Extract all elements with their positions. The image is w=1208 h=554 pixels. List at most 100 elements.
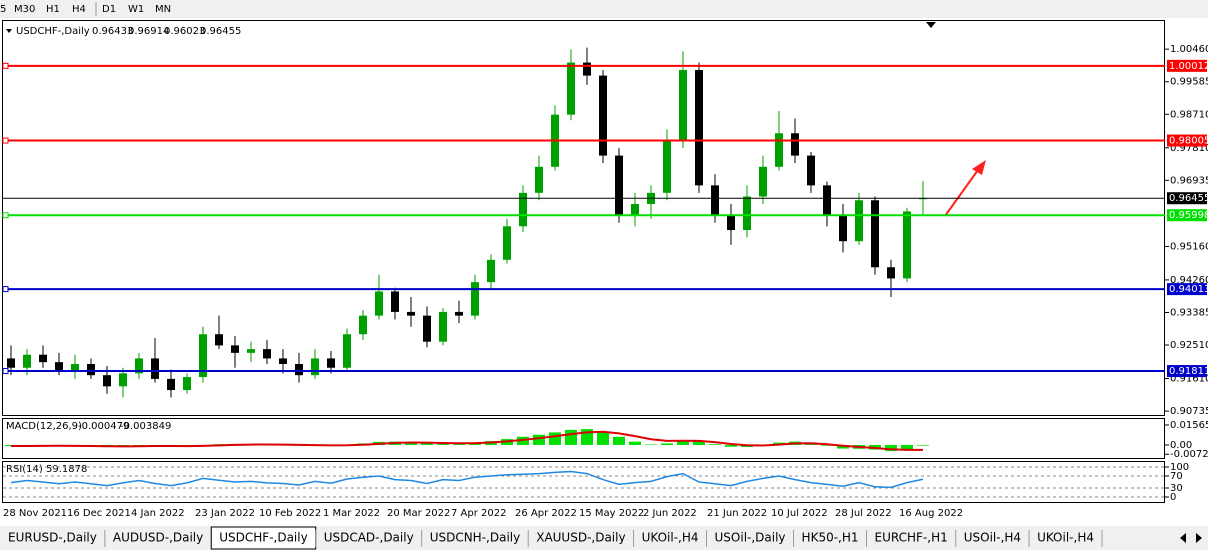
price-pane	[2, 20, 1165, 416]
tab[interactable]: AUDUSD-,Daily	[113, 531, 203, 545]
candle-body	[55, 362, 63, 372]
tab[interactable]: USDCHF-,Daily	[219, 531, 307, 545]
tab[interactable]: USOil-,Daily	[715, 531, 786, 545]
timeframe-button[interactable]: 5	[0, 4, 6, 15]
y-tick-label: -0.007259	[1170, 449, 1208, 460]
macd-bar	[421, 443, 433, 445]
y-tick-label: 0.00	[1170, 440, 1192, 451]
timeframe-button[interactable]: MN	[155, 4, 171, 15]
candle-body	[503, 226, 511, 260]
y-tick-label: 0.015654	[1170, 420, 1208, 431]
candle-body	[487, 259, 495, 283]
candle-body	[359, 315, 367, 335]
tab[interactable]: UKOil-,H4	[642, 531, 699, 545]
macd-bar	[725, 444, 737, 447]
macd-value: -0.000479	[78, 421, 129, 432]
timeframe-button[interactable]: M30	[14, 4, 35, 15]
level-handle	[2, 368, 9, 375]
header-arrow	[6, 29, 12, 33]
timeframe-button[interactable]: H1	[46, 4, 60, 15]
candle-body	[407, 311, 415, 316]
macd-bar	[917, 444, 929, 446]
macd-title: MACD(12,26,9)	[6, 421, 82, 432]
x-tick-label: 1 Mar 2022	[323, 508, 380, 519]
tab[interactable]: XAUUSD-,Daily	[536, 531, 625, 545]
candle-body	[839, 215, 847, 242]
tab[interactable]: USOil-,H4	[964, 531, 1021, 545]
x-tick-label: 10 Feb 2022	[259, 508, 321, 519]
candle-body	[231, 345, 239, 353]
annotation-arrow	[944, 169, 979, 217]
macd-bar	[709, 444, 721, 445]
timeframe-button[interactable]: H4	[72, 4, 86, 15]
y-tick-label: 1.00460	[1170, 44, 1208, 55]
macd-bar	[597, 431, 609, 445]
candle-body	[615, 155, 623, 216]
candle-body	[759, 166, 767, 197]
candle-body	[39, 354, 47, 363]
y-tick-label: 0.97810	[1170, 143, 1208, 154]
level-label: 1.00012	[1169, 61, 1208, 72]
candle-body	[135, 358, 143, 374]
timeframe-button[interactable]: W1	[128, 4, 144, 15]
macd-bar	[901, 444, 913, 450]
x-tick-label: 16 Dec 2021	[67, 508, 131, 519]
candle-body	[535, 166, 543, 193]
level-label-bg	[1167, 283, 1207, 296]
candle-body	[279, 358, 287, 365]
level-label: 0.94013	[1169, 284, 1208, 295]
candle-body	[599, 75, 607, 156]
candle-body	[375, 291, 383, 316]
ohlc-high: 0.96914	[128, 26, 169, 37]
y-tick-label: 0.92510	[1170, 340, 1208, 351]
level-label-bg	[1167, 209, 1207, 222]
y-tick-label: 0.98710	[1170, 109, 1208, 120]
candle-body	[567, 62, 575, 115]
macd-bar	[549, 432, 561, 445]
y-tick-label: 0.95160	[1170, 241, 1208, 252]
macd-bar	[885, 444, 897, 452]
annotation-arrowhead	[972, 160, 986, 175]
candle-body	[151, 358, 159, 379]
macd-bar	[821, 444, 833, 446]
y-tick-label: 100	[1170, 462, 1189, 473]
tab[interactable]: HK50-,H1	[802, 531, 859, 545]
tab-scroll-left[interactable]	[1180, 533, 1186, 543]
x-tick-label: 4 Jan 2022	[131, 508, 185, 519]
tab[interactable]: EURCHF-,H1	[875, 531, 948, 545]
candle-body	[903, 211, 911, 279]
y-tick-label: 0.91610	[1170, 374, 1208, 385]
candle-body	[71, 364, 79, 372]
tab[interactable]: USDCAD-,Daily	[324, 531, 414, 545]
ohlc-low: 0.96023	[164, 26, 205, 37]
tab[interactable]: USDCNH-,Daily	[430, 531, 521, 545]
level-handle	[2, 212, 9, 219]
shift-marker	[926, 22, 936, 28]
macd-bar	[405, 442, 417, 445]
x-tick-label: 20 Mar 2022	[387, 508, 450, 519]
candle-body	[631, 203, 639, 216]
tab[interactable]: EURUSD-,Daily	[8, 531, 97, 545]
tab-scroll-right[interactable]	[1196, 533, 1202, 543]
timeframe-button[interactable]: D1	[102, 4, 116, 15]
macd-bar	[533, 434, 545, 445]
level-handle	[2, 137, 9, 144]
candle-body	[679, 70, 687, 141]
candle-body	[119, 373, 127, 387]
candle-body	[7, 358, 15, 368]
y-tick-label: 0.94260	[1170, 275, 1208, 286]
x-tick-label: 2 Jun 2022	[643, 508, 697, 519]
macd-bar	[437, 443, 449, 445]
last-price-bg	[1167, 192, 1207, 205]
last-price-label: 0.96455	[1169, 193, 1208, 204]
candle-body	[727, 215, 735, 231]
macd-bar	[613, 436, 625, 445]
tab[interactable]: UKOil-,H4	[1037, 531, 1094, 545]
macd-bar	[517, 436, 529, 445]
y-tick-label: 30	[1170, 483, 1183, 494]
x-tick-label: 23 Jan 2022	[195, 508, 255, 519]
candle-body	[311, 358, 319, 376]
macd-bar	[565, 429, 577, 445]
y-tick-label: 70	[1170, 471, 1183, 482]
